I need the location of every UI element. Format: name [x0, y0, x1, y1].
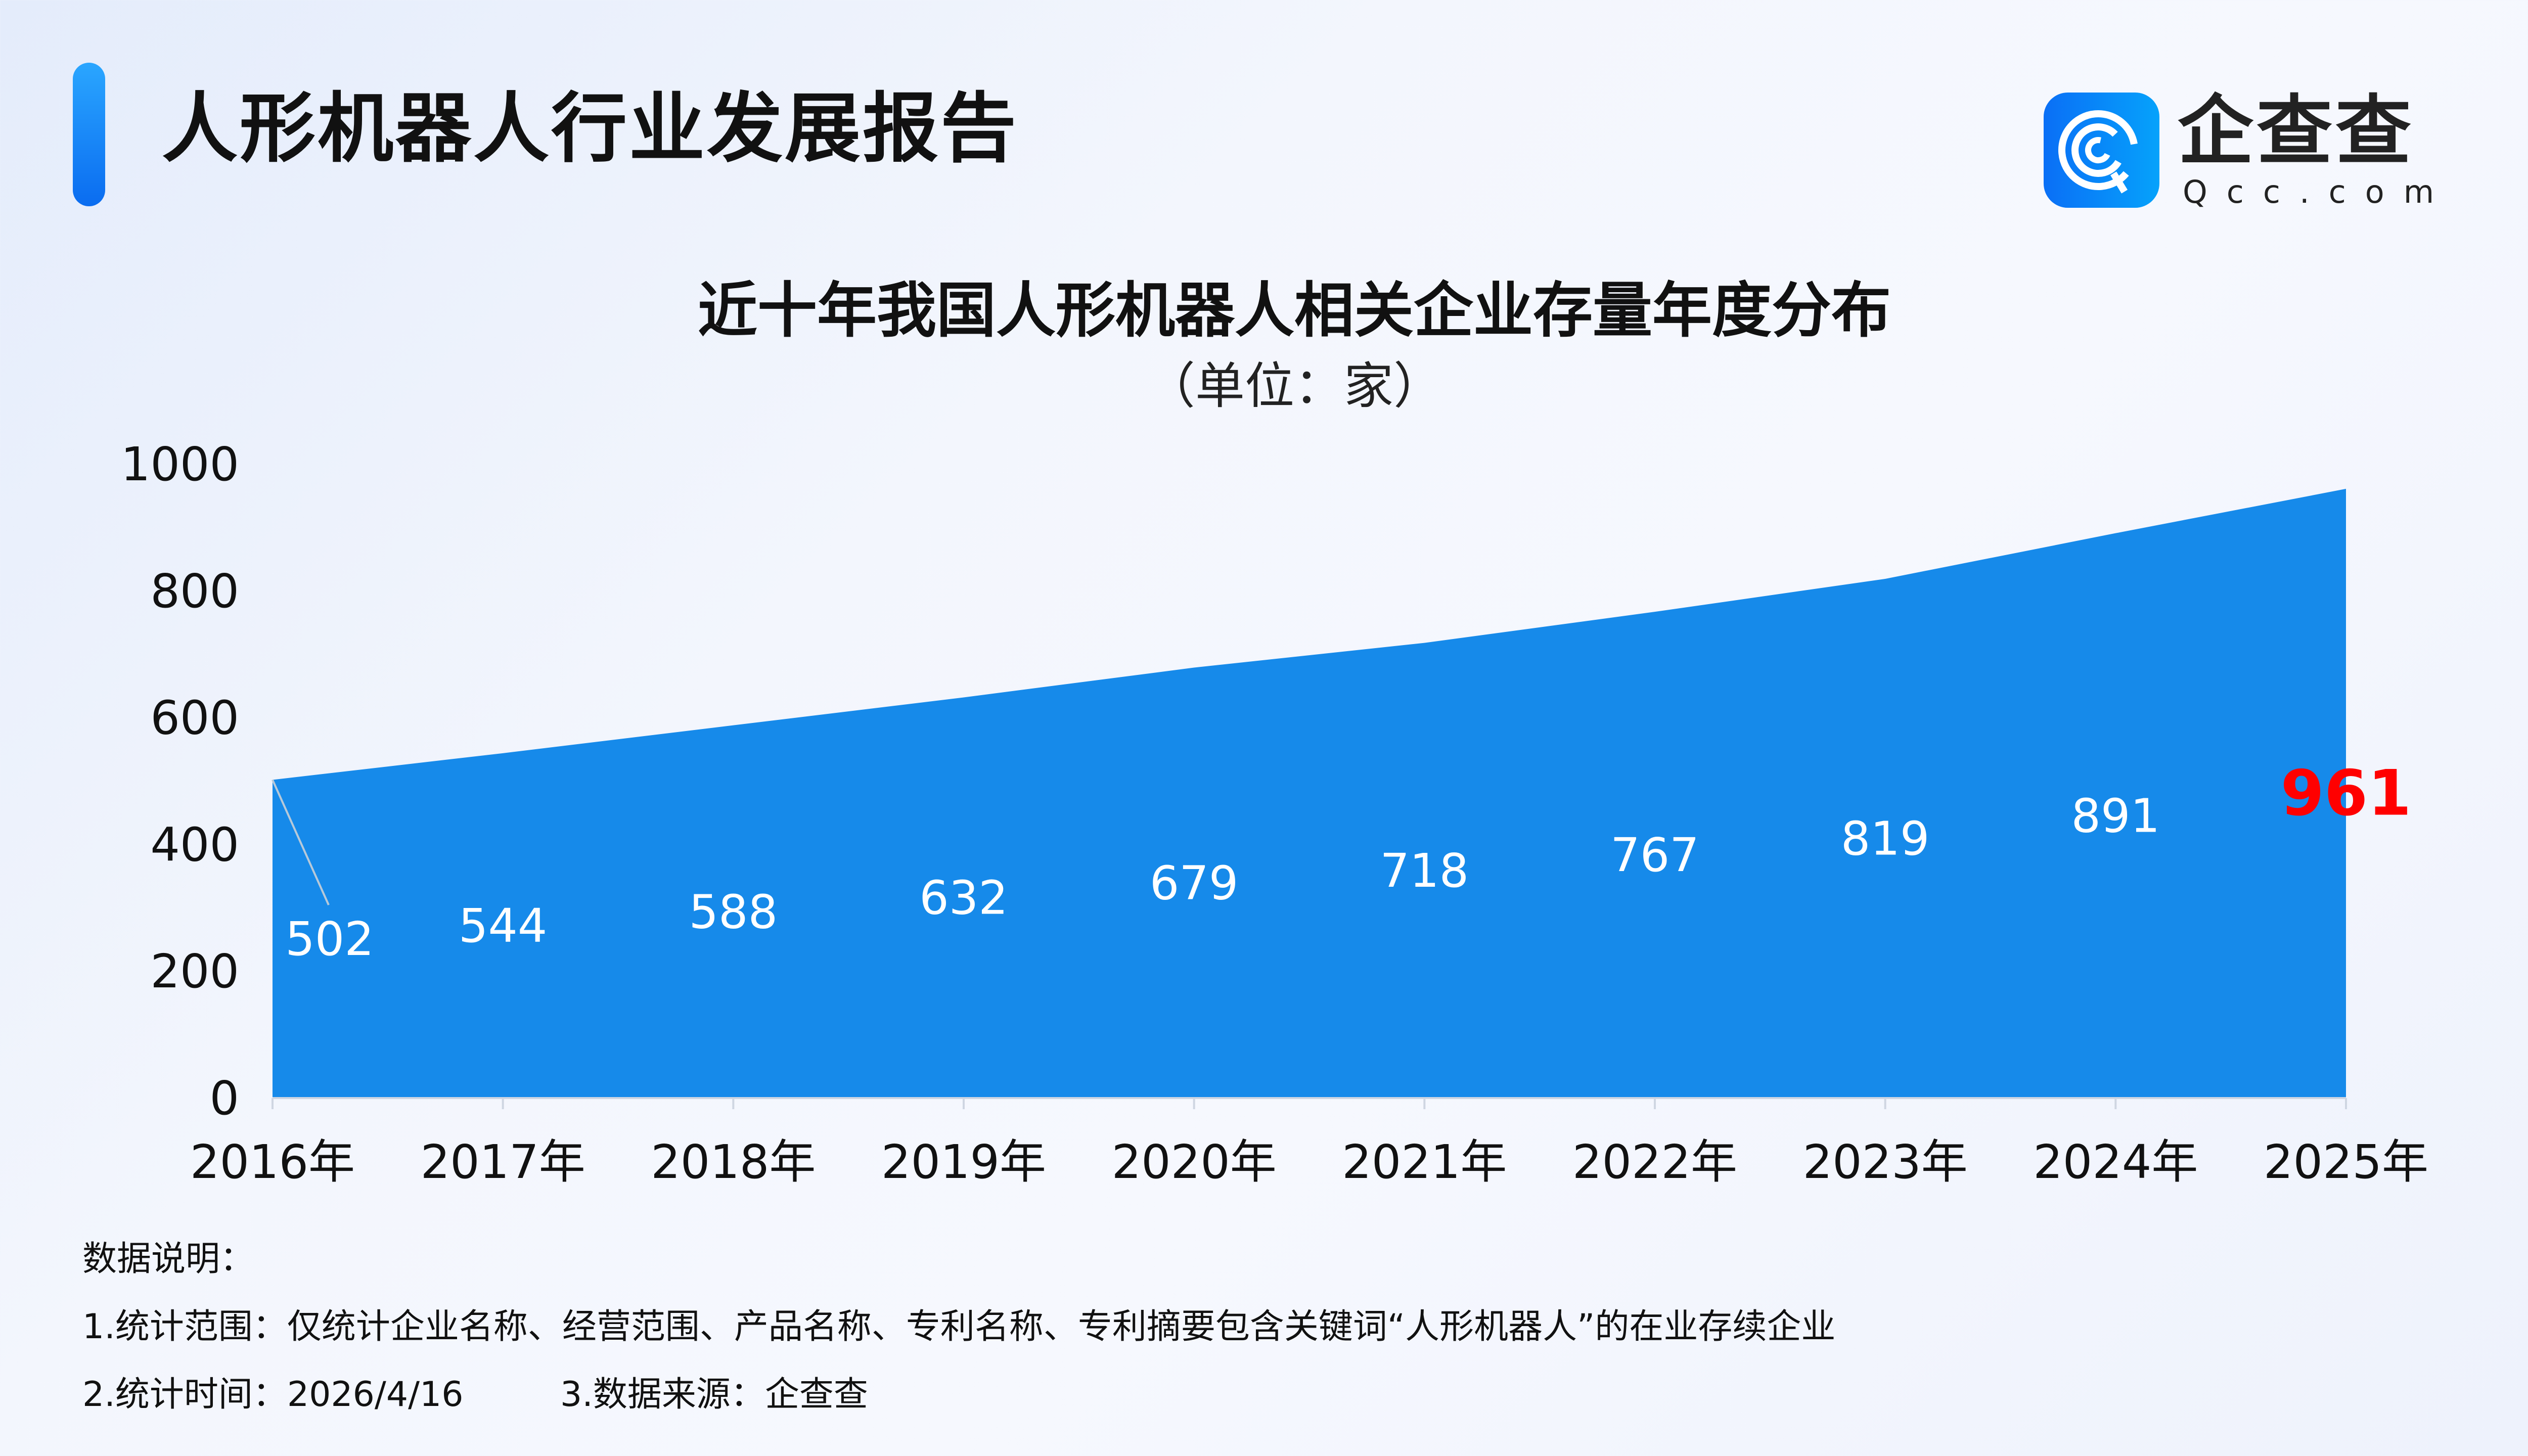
chart-subtitle: （单位：家） [1145, 357, 1443, 415]
notes-line-1: 1.统计范围：仅统计企业名称、经营范围、产品名称、专利名称、专利摘要包含关键词“… [82, 1307, 1836, 1347]
logo-text: 企查查 [2178, 87, 2415, 175]
logo-subtext: Qcc.com [2183, 173, 2454, 210]
data-label: 588 [689, 885, 778, 939]
x-tick-label: 2017年 [421, 1135, 585, 1189]
chart-title: 近十年我国人形机器人相关企业存量年度分布 [697, 276, 1891, 345]
x-tick-label: 2016年 [190, 1135, 355, 1189]
x-tick-label: 2025年 [2264, 1135, 2428, 1189]
x-tick-label: 2018年 [651, 1135, 816, 1189]
data-label: 544 [459, 899, 548, 953]
notes-heading: 数据说明： [82, 1239, 255, 1279]
y-tick-label: 200 [150, 944, 239, 998]
x-tick-label: 2020年 [1112, 1135, 1277, 1189]
data-label: 632 [919, 871, 1008, 925]
data-label: 891 [2071, 789, 2160, 843]
x-tick-label: 2019年 [881, 1135, 1046, 1189]
x-tick-label: 2024年 [2033, 1135, 2198, 1189]
notes-line-2a: 2.统计时间：2026/4/16 [82, 1375, 464, 1415]
x-tick-label: 2021年 [1342, 1135, 1507, 1189]
y-tick-label: 0 [209, 1071, 239, 1125]
data-label: 679 [1150, 856, 1239, 910]
data-label: 819 [1841, 811, 1930, 866]
data-label: 767 [1610, 828, 1699, 882]
area-series [273, 488, 2346, 1098]
page-title: 人形机器人行业发展报告 [162, 85, 1019, 173]
y-tick-label: 400 [150, 817, 239, 872]
title-accent-bar [73, 63, 105, 206]
x-tick-label: 2023年 [1803, 1135, 1968, 1189]
y-tick-label: 600 [150, 691, 239, 745]
qcc-logo: 企查查 Qcc.com [2044, 93, 2438, 209]
y-tick-label: 1000 [121, 437, 239, 491]
y-tick-label: 800 [150, 564, 239, 618]
notes-line-2b: 3.数据来源：企查查 [560, 1375, 868, 1415]
data-label: 502 [285, 912, 374, 966]
x-tick-label: 2022年 [1572, 1135, 1737, 1189]
qcc-logo-icon [2044, 93, 2159, 208]
leader-line [272, 779, 330, 905]
data-label: 718 [1380, 844, 1469, 898]
data-label: 961 [2281, 757, 2412, 830]
